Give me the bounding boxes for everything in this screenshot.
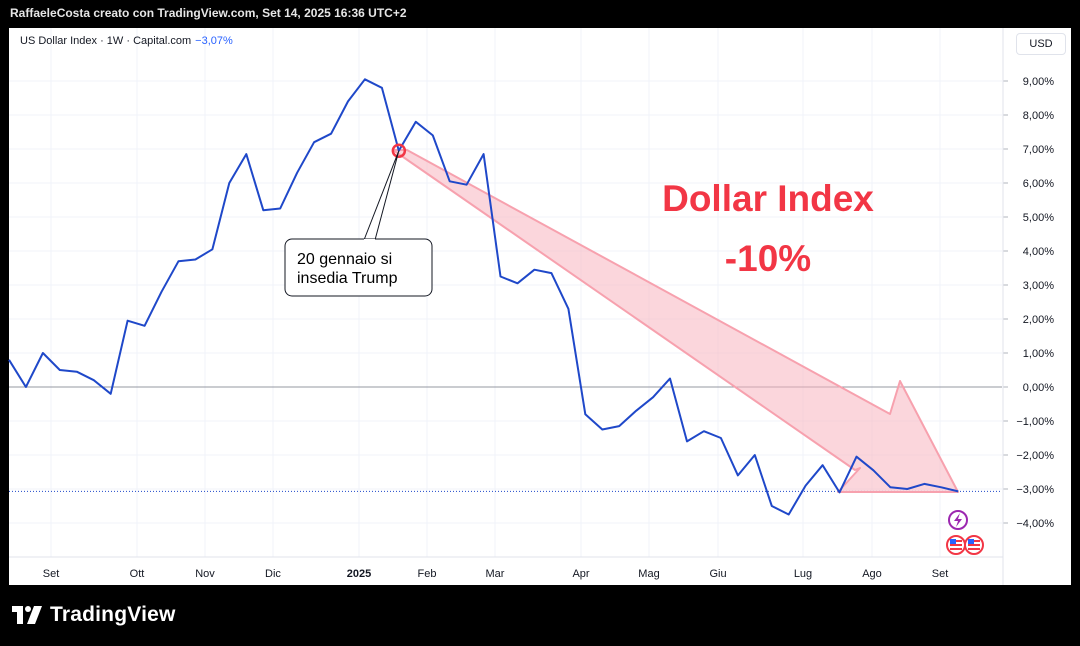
y-axis: 9,00% 8,00% 7,00% 6,00% 5,00% 4,00% 3,00% 2,00%… — [1002, 28, 1054, 585]
x-tick-label: Nov — [195, 568, 215, 580]
x-tick-label: 2025 — [347, 568, 371, 580]
y-tick-label: 1,00% — [1023, 348, 1054, 360]
y-tick-label: 9,00% — [1023, 76, 1054, 88]
x-tick-label: Mag — [638, 568, 659, 580]
symbol-label: US Dollar Index · 1W · Capital.com — [20, 35, 192, 47]
y-tick-label: 4,00% — [1023, 246, 1054, 258]
x-tick-label: Giu — [709, 568, 726, 580]
x-tick-label: Lug — [794, 568, 812, 580]
y-tick-label: 7,00% — [1023, 144, 1054, 156]
x-axis: Set Ott Nov Dic 2025 Feb Mar Apr Mag Giu Lug Ago Set — [9, 556, 1003, 580]
tradingview-logo[interactable]: TradingView — [12, 603, 176, 627]
symbol-change: −3,07% — [195, 35, 233, 47]
x-tick-label: Feb — [418, 568, 437, 580]
x-tick-label: Set — [932, 568, 949, 580]
x-tick-label: Set — [43, 568, 60, 580]
lightning-event-icon[interactable] — [948, 510, 968, 530]
inauguration-marker — [391, 143, 407, 158]
chart-change-headline: -10% — [725, 238, 811, 279]
y-tick-label: 3,00% — [1023, 280, 1054, 292]
currency-button[interactable]: USD — [1016, 33, 1066, 55]
y-tick-label: −2,00% — [1016, 450, 1054, 462]
series-line — [8, 78, 959, 516]
annotation-pointer — [363, 150, 400, 241]
y-tick-label: 2,00% — [1023, 314, 1054, 326]
x-tick-label: Ago — [862, 568, 882, 580]
y-tick-label: −4,00% — [1016, 518, 1054, 530]
annotation-box — [284, 238, 433, 297]
x-tick-label: Dic — [265, 568, 281, 580]
chart-headline: Dollar Index — [662, 178, 874, 219]
y-tick-label: 8,00% — [1023, 110, 1054, 122]
us-flag-event-icon[interactable] — [946, 535, 984, 555]
x-tick-label: Mar — [486, 568, 505, 580]
chart-attribution: RaffaeleCosta creato con TradingView.com… — [10, 6, 407, 20]
y-tick-label: 0,00% — [1023, 382, 1054, 394]
y-tick-label: −3,00% — [1016, 484, 1054, 496]
y-tick-label: −1,00% — [1016, 416, 1054, 428]
tradingview-brand: TradingView — [50, 603, 176, 626]
symbol-legend[interactable]: US Dollar Index · 1W · Capital.com −3,07% — [20, 35, 233, 47]
y-tick-label: 6,00% — [1023, 178, 1054, 190]
annotation-line-1: 20 gennaio si — [297, 251, 392, 268]
annotation-callout: 20 gennaio si insedia Trump — [284, 150, 433, 297]
annotation-line-2: insedia Trump — [297, 270, 398, 287]
tradingview-logo-icon — [12, 606, 42, 624]
x-tick-label: Apr — [572, 568, 589, 580]
y-tick-label: 5,00% — [1023, 212, 1054, 224]
x-tick-label: Ott — [130, 568, 145, 580]
